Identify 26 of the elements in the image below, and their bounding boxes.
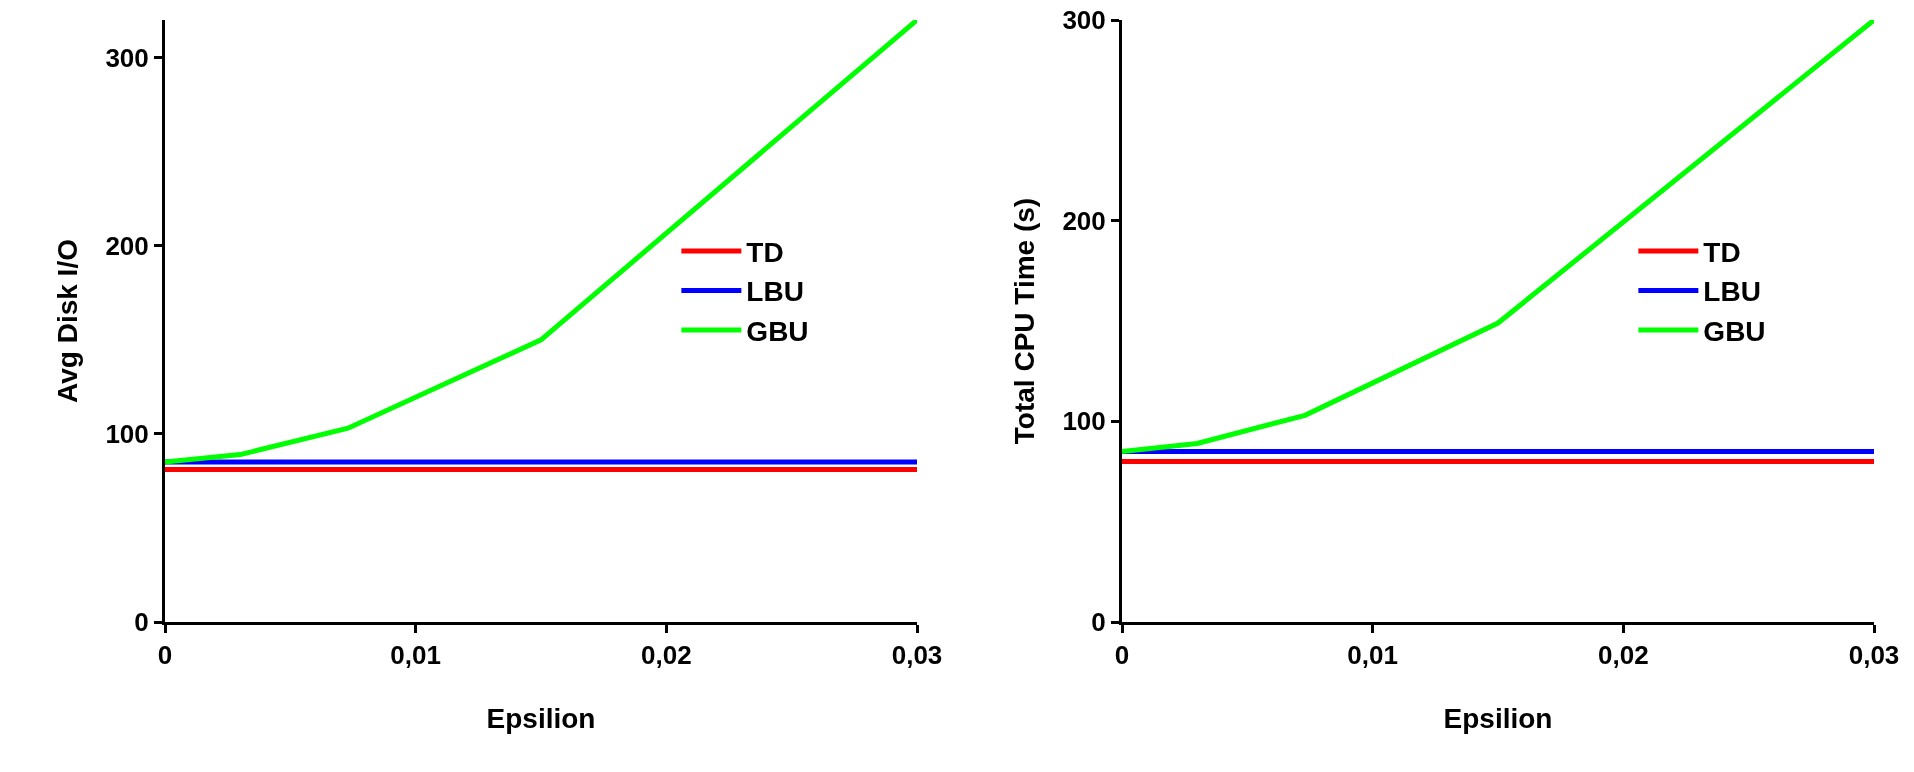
y-tick-label: 200 (1062, 205, 1106, 236)
x-tick-label: 0,03 (1848, 640, 1900, 671)
legend-label: LBU (746, 276, 804, 308)
x-tick-label: 0,02 (1598, 640, 1649, 671)
x-tick-label: 0,01 (390, 640, 441, 671)
legend-label: TD (746, 237, 784, 269)
y-tick-label: 300 (105, 42, 149, 73)
x-axis-title: Epsilion (1443, 703, 1553, 735)
legend-label: TD (1703, 237, 1741, 269)
x-tick-label: 0,03 (891, 640, 943, 671)
y-axis-title: Total CPU Time (s) (1009, 197, 1041, 445)
legend-label: GBU (1703, 315, 1766, 347)
y-tick-label: 0 (1091, 607, 1106, 638)
y-tick-label: 0 (134, 607, 149, 638)
x-axis-title: Epsilion (486, 703, 596, 735)
y-tick-label: 300 (1062, 5, 1106, 36)
x-tick-label: 0 (157, 640, 173, 671)
y-axis-title: Avg Disk I/O (52, 239, 84, 403)
legend-label: LBU (1703, 276, 1761, 308)
y-tick-label: 100 (1062, 406, 1106, 437)
y-tick-label: 100 (105, 418, 149, 449)
y-tick-label: 200 (105, 230, 149, 261)
x-tick-label: 0,01 (1347, 640, 1398, 671)
x-tick-label: 0,02 (641, 640, 692, 671)
x-tick-label: 0 (1114, 640, 1130, 671)
legend-label: GBU (746, 315, 809, 347)
